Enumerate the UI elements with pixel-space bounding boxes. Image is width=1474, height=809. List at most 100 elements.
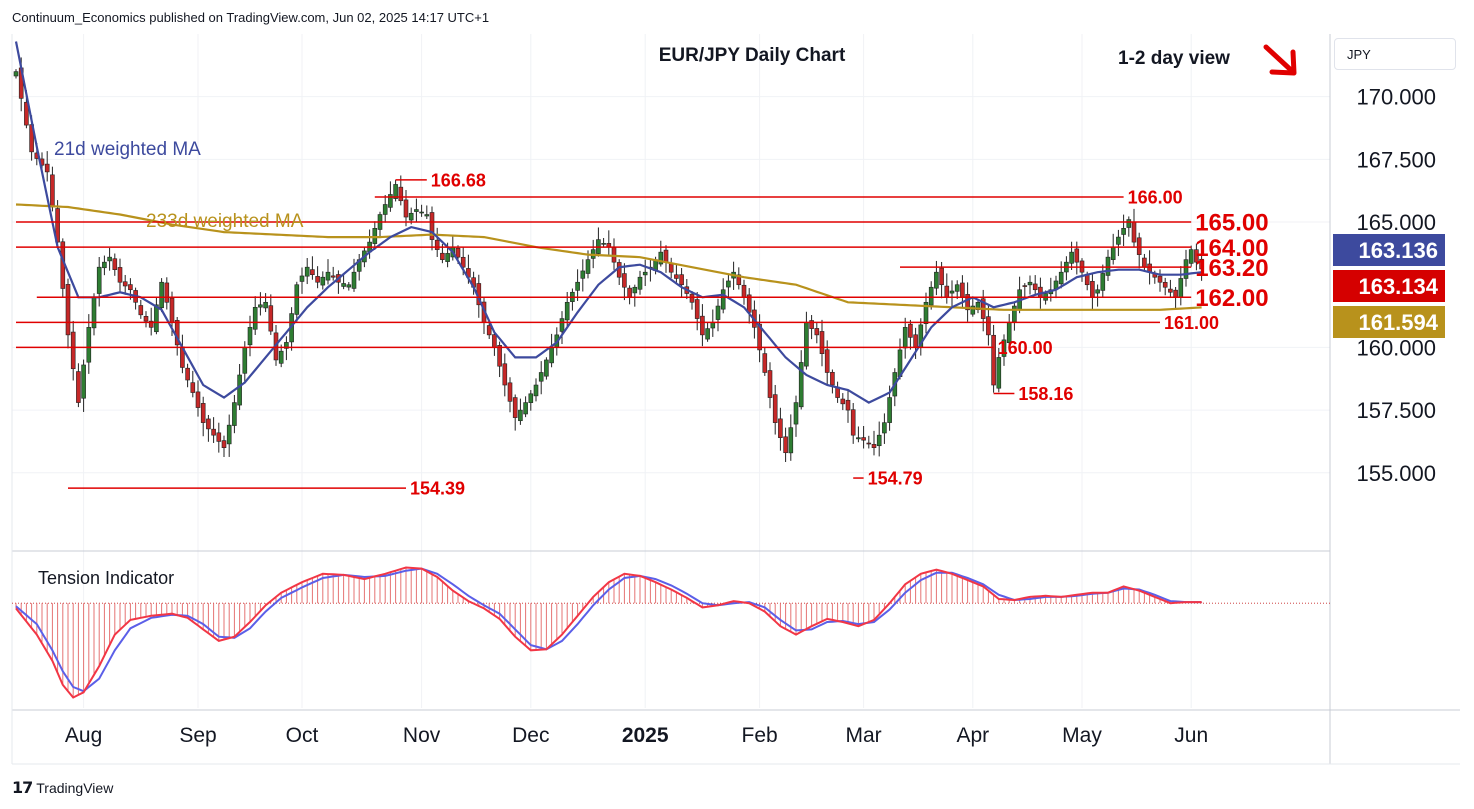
- candle-body: [440, 252, 445, 260]
- candle-body: [1012, 305, 1017, 323]
- candle-body: [112, 258, 118, 270]
- candle-body: [939, 267, 944, 286]
- candle-body: [320, 276, 326, 286]
- x-tick-label: Sep: [179, 724, 216, 747]
- candle-body: [757, 323, 762, 351]
- candle-body: [668, 263, 674, 273]
- candle-body: [996, 357, 1002, 389]
- candle-body: [284, 342, 289, 349]
- tension-indicator-label: Tension Indicator: [38, 568, 174, 588]
- candle-body: [502, 363, 508, 386]
- candle-body: [616, 262, 622, 278]
- candle-body: [351, 271, 357, 289]
- candle-body: [741, 284, 747, 298]
- candle-body: [414, 209, 419, 212]
- y-tick-label: 160.000: [1356, 335, 1436, 360]
- x-tick-label: Feb: [742, 724, 778, 747]
- candle-body: [960, 282, 965, 298]
- candle-body: [1173, 289, 1178, 298]
- candle-body: [460, 256, 466, 268]
- x-tick-label: Dec: [512, 724, 549, 747]
- candle-body: [523, 402, 528, 415]
- candle-body: [861, 437, 866, 441]
- candle-body: [382, 204, 388, 215]
- candle-body: [242, 347, 248, 374]
- currency-selector[interactable]: JPY: [1334, 38, 1456, 70]
- y-tick-label: 157.500: [1356, 398, 1436, 423]
- candle-body: [65, 284, 71, 336]
- candle-body: [850, 409, 856, 436]
- candle-body: [856, 437, 861, 440]
- candle-body: [492, 334, 497, 348]
- candle-body: [13, 71, 19, 77]
- candle-body: [1199, 258, 1204, 270]
- candle-body: [325, 271, 331, 281]
- candle-body: [767, 370, 773, 398]
- y-tick-label: 165.000: [1356, 210, 1436, 235]
- chart-title: EUR/JPY Daily Chart: [659, 45, 846, 66]
- candle-body: [798, 362, 804, 408]
- candle-body: [923, 301, 929, 324]
- moving-averages-layer: [14, 41, 1202, 404]
- candle-body: [1032, 283, 1038, 291]
- candle-body: [258, 304, 263, 308]
- candle-body: [1105, 256, 1111, 276]
- candle-body: [783, 436, 788, 454]
- level-label: 166.68: [431, 170, 486, 190]
- candle-body: [341, 283, 346, 287]
- candle-body: [190, 382, 196, 393]
- candle-body: [216, 432, 222, 442]
- candle-body: [637, 276, 643, 290]
- candle-body: [1001, 339, 1007, 357]
- candle-body: [86, 327, 92, 363]
- candle-body: [1136, 237, 1142, 255]
- candle-body: [658, 251, 664, 265]
- candle-body: [913, 334, 918, 348]
- candle-body: [1110, 246, 1116, 260]
- candle-body: [252, 306, 258, 330]
- candle-body: [1162, 282, 1168, 288]
- tradingview-logo-icon: 𝟭𝟳: [12, 780, 33, 797]
- candle-body: [424, 214, 430, 217]
- candle-body: [1058, 271, 1064, 285]
- x-tick-label: May: [1062, 724, 1102, 747]
- candle-body: [601, 243, 606, 245]
- candle-body: [403, 199, 409, 218]
- candle-body: [315, 276, 320, 283]
- candle-body: [528, 393, 534, 403]
- candle-body: [559, 318, 565, 332]
- candle-body: [887, 397, 892, 423]
- candle-body: [1188, 249, 1194, 264]
- candle-body: [840, 398, 846, 405]
- tradingview-footer[interactable]: 𝟭𝟳 TradingView: [12, 778, 113, 798]
- candle-body: [299, 275, 305, 282]
- x-tick-label: Jun: [1174, 724, 1208, 747]
- candle-body: [533, 384, 539, 397]
- chart-subtitle: 1-2 day view: [1118, 48, 1230, 69]
- candle-body: [814, 328, 820, 336]
- candle-body: [1131, 221, 1137, 243]
- candle-body: [304, 266, 310, 277]
- candle-body: [632, 286, 638, 294]
- candle-body: [876, 434, 882, 447]
- candle-body: [809, 320, 814, 329]
- candle-body: [419, 211, 424, 214]
- level-label: 161.00: [1164, 313, 1219, 333]
- x-tick-label: 2025: [622, 724, 669, 747]
- candle-body: [507, 382, 513, 402]
- candle-body: [866, 442, 872, 445]
- candle-body: [1095, 289, 1100, 294]
- level-label: 164.00: [1195, 235, 1268, 262]
- candle-body: [928, 286, 934, 306]
- candle-body: [674, 274, 679, 279]
- ma233-line: [15, 203, 1202, 311]
- candle-body: [1027, 281, 1033, 286]
- candle-body: [934, 271, 939, 289]
- candle-body: [263, 301, 268, 309]
- level-label: 166.00: [1128, 187, 1183, 207]
- candle-body: [778, 418, 783, 438]
- candle-body: [117, 267, 123, 283]
- candle-body: [143, 316, 149, 322]
- candle-body: [164, 282, 170, 303]
